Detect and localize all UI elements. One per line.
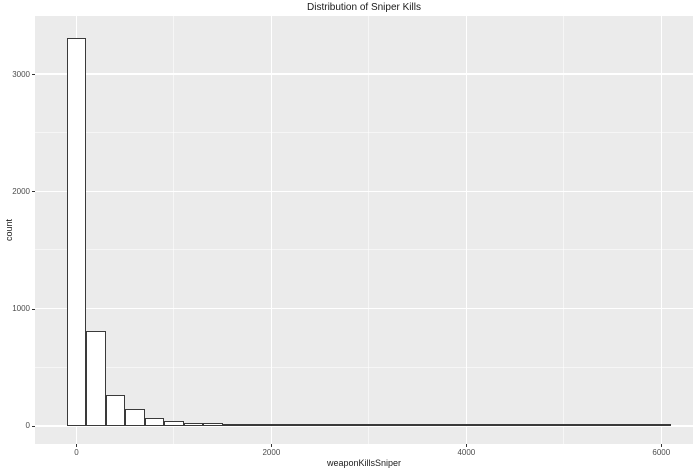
- y-major-gridline: [35, 307, 693, 310]
- histogram-bar: [359, 423, 379, 426]
- histogram-bar: [417, 423, 438, 426]
- histogram-bar: [476, 423, 496, 426]
- x-minor-gridline: [563, 16, 565, 444]
- y-tick-label: 3000: [12, 69, 30, 79]
- x-tick-label: 4000: [457, 448, 476, 457]
- y-minor-gridline: [35, 132, 693, 134]
- y-minor-gridline: [35, 366, 693, 368]
- y-tick-label: 0: [25, 421, 30, 431]
- histogram-bar: [183, 422, 204, 426]
- histogram-bar: [86, 331, 106, 426]
- histogram-bar: [534, 423, 555, 426]
- histogram-bar: [261, 423, 282, 426]
- histogram-bar: [300, 423, 321, 426]
- x-major-gridline: [465, 16, 468, 444]
- x-tick-label: 2000: [262, 448, 281, 457]
- histogram-bar: [125, 409, 145, 426]
- y-tick-mark: [32, 191, 35, 193]
- histogram-bar: [437, 423, 457, 426]
- x-tick-mark: [76, 444, 78, 447]
- histogram-bar: [593, 423, 613, 426]
- x-tick-label: 6000: [652, 448, 671, 457]
- y-major-gridline: [35, 425, 693, 427]
- plot-panel: [35, 16, 693, 444]
- y-tick-label: 2000: [12, 186, 30, 196]
- histogram-bar: [573, 423, 594, 426]
- histogram-bar: [242, 423, 262, 426]
- x-tick-mark: [466, 444, 468, 447]
- y-major-gridline: [35, 190, 693, 193]
- y-tick-label: 1000: [12, 304, 30, 314]
- histogram-bar: [281, 423, 301, 426]
- x-tick-mark: [661, 444, 663, 447]
- histogram-bar: [515, 423, 535, 426]
- x-minor-gridline: [173, 16, 175, 444]
- histogram-bar: [105, 394, 126, 426]
- histogram-bar: [651, 423, 672, 426]
- histogram-bar: [612, 423, 633, 426]
- x-axis-title: weaponKillsSniper: [326, 458, 402, 468]
- histogram-bar: [203, 422, 223, 426]
- x-major-gridline: [270, 16, 273, 444]
- chart-title: Distribution of Sniper Kills: [307, 2, 421, 13]
- histogram-bar: [144, 418, 165, 426]
- y-axis-title: count: [4, 218, 14, 242]
- histogram-bar: [378, 423, 399, 426]
- histogram-bar: [222, 423, 243, 426]
- histogram-bar: [554, 423, 574, 426]
- x-minor-gridline: [368, 16, 370, 444]
- x-tick-mark: [271, 444, 273, 447]
- histogram-bar: [495, 423, 516, 426]
- histogram-bar: [339, 423, 360, 426]
- histogram-bar: [164, 420, 184, 426]
- histogram-bar: [320, 423, 340, 426]
- y-major-gridline: [35, 73, 693, 75]
- x-tick-label: 0: [74, 448, 79, 457]
- x-major-gridline: [660, 16, 663, 444]
- histogram-bar: [632, 423, 652, 426]
- histogram-bar: [398, 423, 418, 426]
- y-minor-gridline: [35, 249, 693, 251]
- histogram-bar: [456, 423, 477, 426]
- histogram-bar: [66, 37, 87, 426]
- y-tick-mark: [32, 308, 35, 310]
- y-tick-mark: [32, 74, 35, 76]
- y-tick-mark: [32, 425, 35, 427]
